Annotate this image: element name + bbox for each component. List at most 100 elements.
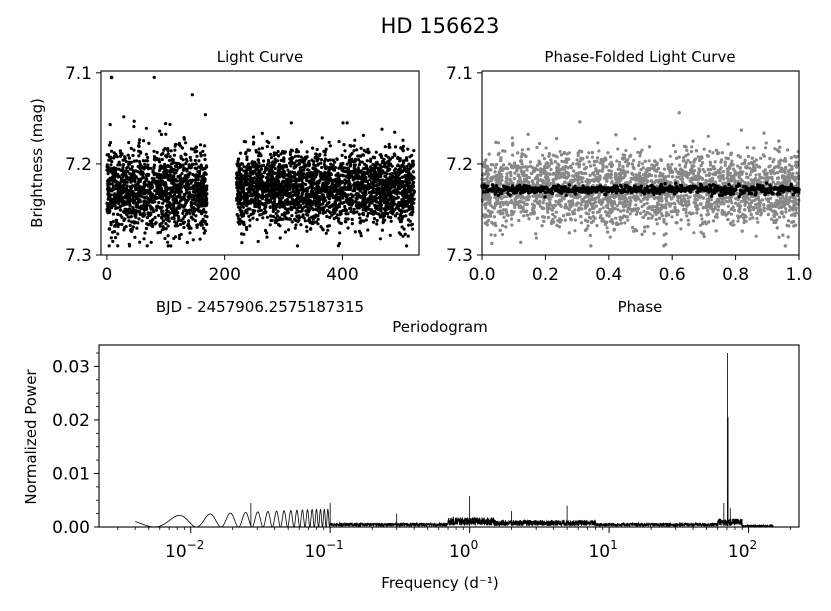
light-curve-point — [361, 153, 365, 157]
light-curve-point — [278, 199, 282, 203]
light-curve-point — [297, 218, 301, 222]
light-curve-point — [189, 181, 193, 185]
light-curve-point — [195, 177, 199, 182]
light-curve-point — [361, 133, 365, 137]
light-curve-point — [381, 215, 385, 219]
light-curve-point — [174, 197, 178, 201]
light-curve-point — [381, 197, 385, 201]
light-curve-point — [118, 149, 122, 153]
light-curve-point — [245, 166, 249, 170]
light-curve-point — [344, 212, 348, 216]
light-curve-point — [277, 189, 281, 193]
light-curve-point — [144, 226, 148, 231]
light-curve-point — [111, 174, 115, 178]
light-curve-point — [142, 200, 146, 204]
light-curve-point — [266, 172, 270, 176]
light-curve-point — [408, 185, 412, 189]
light-curve-point — [145, 222, 149, 226]
light-curve-point — [278, 162, 282, 167]
light-curve-point — [251, 216, 255, 220]
light-curve-point — [127, 140, 131, 145]
light-curve-point — [194, 162, 198, 166]
light-curve-point — [356, 186, 360, 190]
light-curve-point — [346, 166, 350, 170]
light-curve-point — [147, 222, 151, 227]
light-curve-point — [128, 203, 132, 208]
light-curve-point — [109, 236, 113, 240]
light-curve-point — [368, 190, 373, 195]
light-curve-point — [394, 145, 398, 149]
light-curve-point — [288, 157, 292, 161]
light-curve-point — [149, 186, 153, 190]
light-curve-point — [293, 226, 297, 230]
light-curve-point — [106, 183, 110, 187]
light-curve-point — [374, 211, 378, 215]
light-curve-point — [168, 178, 172, 182]
light-curve-point — [205, 222, 209, 226]
light-curve-point — [265, 145, 269, 149]
light-curve-point — [186, 175, 190, 179]
light-curve-point — [317, 185, 321, 189]
light-curve-point — [299, 140, 303, 144]
light-curve-point — [109, 205, 113, 209]
light-curve-point — [107, 143, 112, 147]
light-curve-point — [347, 187, 351, 191]
light-curve-point — [292, 171, 296, 175]
light-curve-point — [166, 147, 170, 151]
light-curve-point — [269, 200, 273, 204]
light-curve-point — [371, 220, 376, 224]
light-curve-point — [199, 223, 203, 227]
light-curve-point — [268, 164, 272, 168]
light-curve-point — [265, 139, 269, 143]
light-curve-point — [383, 174, 387, 178]
light-curve-point — [277, 179, 281, 183]
light-curve-point — [177, 236, 181, 241]
light-curve-point — [325, 172, 329, 176]
light-curve-point — [109, 163, 113, 167]
light-curve-point — [173, 235, 178, 239]
light-curve-point — [191, 178, 195, 182]
light-curve-point — [411, 227, 415, 231]
light-curve-point — [182, 136, 186, 140]
light-curve-point — [331, 158, 335, 162]
light-curve-point — [278, 170, 282, 174]
light-curve-point — [169, 188, 173, 192]
light-curve-point — [139, 169, 143, 173]
light-curve-point — [157, 213, 161, 218]
light-curve-point — [168, 211, 172, 215]
light-curve-point — [352, 186, 356, 191]
light-curve-point — [411, 170, 415, 174]
light-curve-point — [266, 183, 270, 187]
light-curve-point — [295, 215, 300, 219]
light-curve-point — [356, 183, 361, 187]
light-curve-point — [283, 230, 288, 234]
light-curve-point — [370, 176, 374, 180]
light-curve-point — [195, 187, 199, 191]
light-curve-point — [366, 228, 370, 232]
light-curve-point — [108, 209, 112, 213]
light-curve-point — [167, 158, 172, 162]
light-curve-point — [374, 150, 378, 154]
light-curve-point — [158, 165, 162, 169]
light-curve-point — [314, 204, 318, 208]
light-curve-point — [378, 213, 382, 217]
light-curve-point — [248, 218, 252, 222]
light-curve-point — [118, 183, 122, 187]
light-curve-point — [277, 154, 281, 158]
light-curve-point — [347, 183, 351, 187]
light-curve-point — [198, 151, 203, 155]
light-curve-point — [128, 185, 132, 189]
light-curve-point — [161, 201, 165, 205]
light-curve-point — [186, 209, 190, 213]
light-curve-point — [374, 163, 378, 167]
light-curve-point — [367, 151, 371, 155]
light-curve-point — [128, 223, 132, 227]
light-curve-point — [405, 209, 409, 213]
light-curve-point — [241, 183, 245, 187]
light-curve-point — [240, 176, 244, 181]
light-curve-point — [117, 202, 121, 206]
light-curve-point — [382, 161, 386, 165]
light-curve-point — [144, 152, 148, 156]
light-curve-point — [406, 147, 410, 151]
light-curve-point — [111, 188, 115, 192]
